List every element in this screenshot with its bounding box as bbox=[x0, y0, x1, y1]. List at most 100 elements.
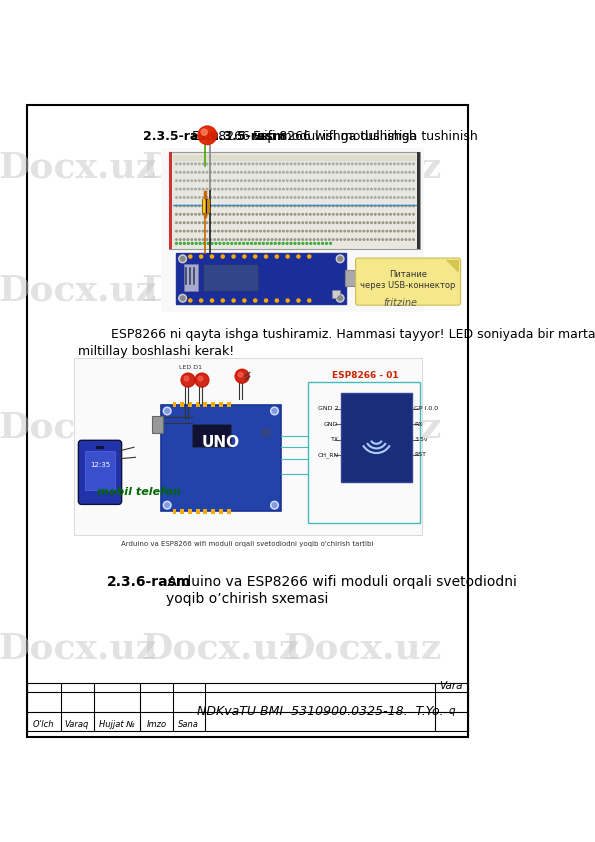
Text: NDKvaTU BMI  5310900.0325-18.  T.Yo.: NDKvaTU BMI 5310900.0325-18. T.Yo. bbox=[197, 705, 443, 718]
Circle shape bbox=[297, 255, 300, 258]
Circle shape bbox=[237, 180, 239, 181]
Circle shape bbox=[191, 205, 193, 206]
Circle shape bbox=[317, 172, 319, 173]
Circle shape bbox=[226, 172, 227, 173]
Circle shape bbox=[317, 163, 319, 165]
Circle shape bbox=[355, 214, 357, 215]
Text: Docx.uz: Docx.uz bbox=[284, 151, 442, 184]
Circle shape bbox=[317, 205, 319, 206]
Circle shape bbox=[336, 180, 338, 181]
Circle shape bbox=[240, 214, 242, 215]
Circle shape bbox=[191, 214, 193, 215]
Circle shape bbox=[187, 163, 189, 165]
Circle shape bbox=[317, 231, 319, 232]
Circle shape bbox=[401, 163, 403, 165]
Circle shape bbox=[210, 205, 212, 206]
Circle shape bbox=[237, 239, 239, 240]
Circle shape bbox=[206, 197, 208, 198]
Circle shape bbox=[243, 299, 246, 302]
Circle shape bbox=[321, 231, 322, 232]
Circle shape bbox=[279, 205, 280, 206]
Bar bbox=[192, 424, 230, 447]
Circle shape bbox=[409, 239, 411, 240]
Circle shape bbox=[367, 231, 368, 232]
Circle shape bbox=[302, 197, 303, 198]
Circle shape bbox=[195, 172, 196, 173]
Circle shape bbox=[233, 163, 234, 165]
Circle shape bbox=[309, 180, 311, 181]
Bar bbox=[173, 155, 416, 161]
Circle shape bbox=[309, 197, 311, 198]
Circle shape bbox=[239, 242, 240, 244]
Bar bbox=[416, 152, 419, 248]
Text: RX: RX bbox=[414, 422, 423, 427]
Circle shape bbox=[272, 503, 277, 508]
Circle shape bbox=[262, 242, 264, 244]
Circle shape bbox=[240, 197, 242, 198]
Circle shape bbox=[240, 231, 242, 232]
Circle shape bbox=[374, 172, 376, 173]
Circle shape bbox=[275, 214, 277, 215]
Circle shape bbox=[229, 239, 231, 240]
Circle shape bbox=[256, 239, 258, 240]
Circle shape bbox=[248, 214, 250, 215]
Circle shape bbox=[245, 180, 246, 181]
Bar bbox=[188, 509, 192, 514]
Circle shape bbox=[264, 205, 265, 206]
Circle shape bbox=[189, 255, 192, 258]
Circle shape bbox=[413, 205, 414, 206]
Bar bbox=[308, 381, 419, 523]
Circle shape bbox=[306, 242, 308, 244]
Circle shape bbox=[405, 163, 406, 165]
Circle shape bbox=[298, 172, 299, 173]
Circle shape bbox=[294, 239, 296, 240]
Circle shape bbox=[314, 197, 315, 198]
Circle shape bbox=[333, 222, 334, 223]
Circle shape bbox=[328, 197, 330, 198]
Circle shape bbox=[405, 222, 406, 223]
Circle shape bbox=[180, 231, 181, 232]
Circle shape bbox=[221, 205, 223, 206]
Circle shape bbox=[229, 172, 231, 173]
Circle shape bbox=[256, 222, 258, 223]
Circle shape bbox=[183, 222, 185, 223]
Circle shape bbox=[199, 299, 203, 302]
Circle shape bbox=[363, 197, 365, 198]
Bar bbox=[96, 445, 104, 449]
Circle shape bbox=[394, 214, 395, 215]
Circle shape bbox=[218, 197, 220, 198]
Circle shape bbox=[199, 222, 200, 223]
Circle shape bbox=[397, 214, 399, 215]
Circle shape bbox=[275, 222, 277, 223]
Circle shape bbox=[232, 299, 235, 302]
Circle shape bbox=[413, 197, 414, 198]
Circle shape bbox=[317, 197, 319, 198]
Circle shape bbox=[371, 231, 372, 232]
Circle shape bbox=[386, 214, 387, 215]
Circle shape bbox=[232, 255, 235, 258]
Circle shape bbox=[336, 239, 338, 240]
Circle shape bbox=[397, 180, 399, 181]
Text: mobil telefon: mobil telefon bbox=[97, 488, 180, 498]
Circle shape bbox=[409, 163, 411, 165]
Circle shape bbox=[367, 239, 368, 240]
Circle shape bbox=[302, 205, 303, 206]
Circle shape bbox=[271, 239, 273, 240]
Circle shape bbox=[352, 180, 353, 181]
Circle shape bbox=[394, 180, 395, 181]
Circle shape bbox=[287, 197, 288, 198]
Circle shape bbox=[267, 231, 269, 232]
Text: Vara: Vara bbox=[440, 680, 463, 690]
Circle shape bbox=[344, 172, 346, 173]
Circle shape bbox=[347, 180, 349, 181]
Circle shape bbox=[290, 163, 292, 165]
Circle shape bbox=[298, 222, 299, 223]
Circle shape bbox=[214, 222, 215, 223]
Circle shape bbox=[287, 214, 288, 215]
Circle shape bbox=[214, 180, 215, 181]
Circle shape bbox=[265, 255, 268, 258]
Circle shape bbox=[198, 376, 203, 381]
Circle shape bbox=[336, 214, 338, 215]
Circle shape bbox=[352, 222, 353, 223]
Circle shape bbox=[279, 222, 280, 223]
